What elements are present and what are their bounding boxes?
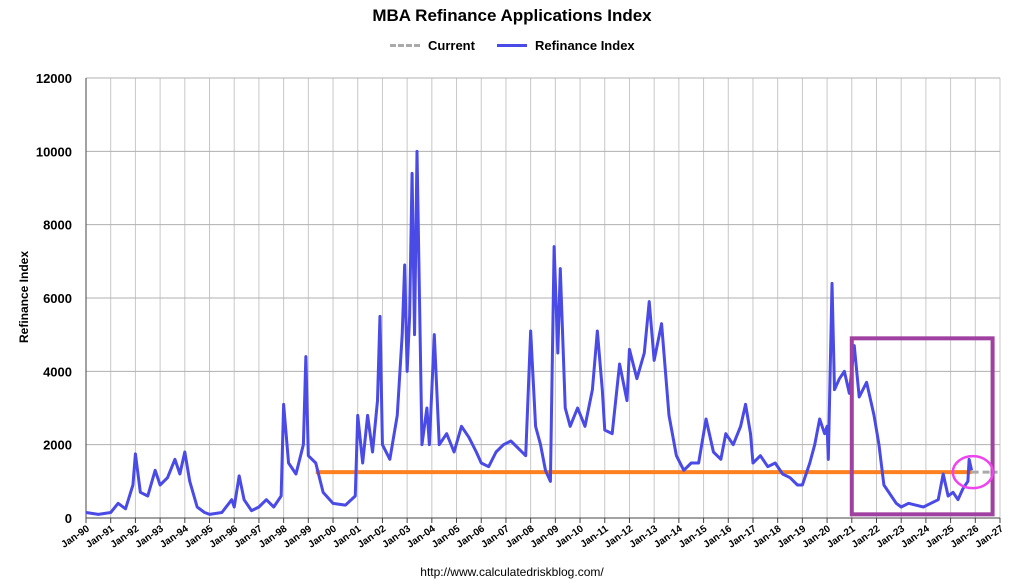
legend-label-refinance: Refinance Index: [534, 38, 635, 53]
y-tick-label: 10000: [36, 144, 72, 159]
legend-label-current: Current: [428, 38, 475, 53]
legend-swatch-current: [390, 44, 420, 47]
y-tick-label: 4000: [43, 364, 72, 379]
highlight-box: [849, 336, 995, 517]
legend: Current Refinance Index: [390, 38, 635, 53]
legend-swatch-refinance: [496, 44, 527, 47]
chart-title: MBA Refinance Applications Index: [372, 6, 652, 25]
y-tick-label: 8000: [43, 218, 72, 233]
y-tick-label: 6000: [43, 291, 72, 306]
refinance-index-line: [85, 149, 974, 516]
y-tick-label: 2000: [43, 438, 72, 453]
x-tick-label: Jan-27: [973, 523, 1006, 550]
y-tick-label: 0: [65, 511, 72, 526]
source-url: http://www.calculatedriskblog.com/: [420, 565, 604, 579]
y-tick-label: 12000: [36, 71, 72, 86]
highlight-circle: [951, 454, 995, 490]
